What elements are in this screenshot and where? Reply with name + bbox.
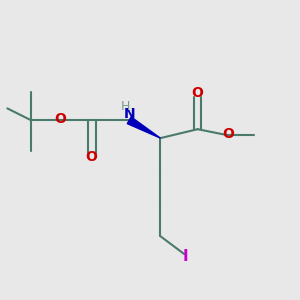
Text: O: O (191, 85, 203, 100)
Text: O: O (222, 127, 234, 141)
Text: N: N (123, 107, 135, 121)
Text: O: O (54, 112, 66, 126)
Text: I: I (183, 249, 188, 264)
Text: O: O (85, 150, 98, 164)
Text: H: H (121, 100, 130, 112)
Polygon shape (127, 117, 160, 138)
